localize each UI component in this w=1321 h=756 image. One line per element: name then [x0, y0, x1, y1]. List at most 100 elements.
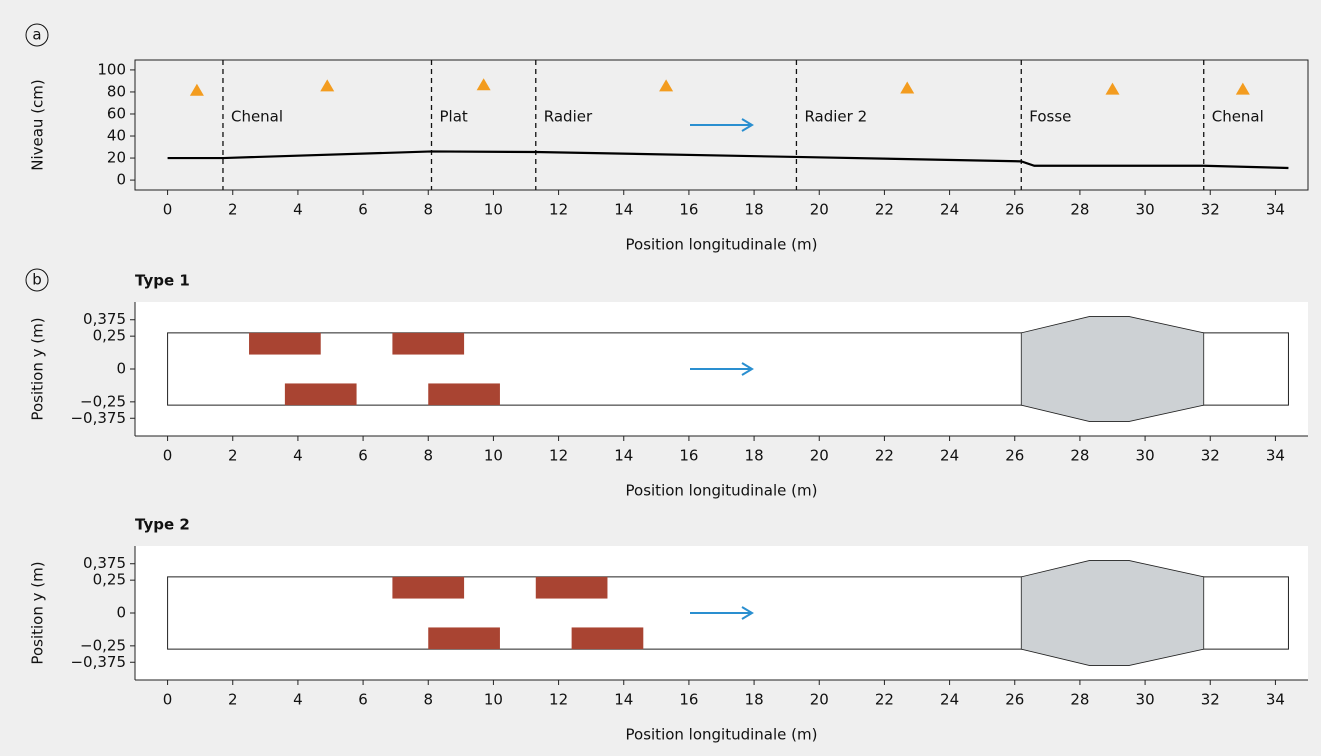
panel-badge: [25, 268, 49, 292]
block: [535, 576, 608, 599]
x-tick-label: 18: [745, 691, 764, 709]
x-tick-label: 22: [875, 201, 894, 219]
panel-badge: [25, 23, 49, 47]
x-tick-label: 32: [1201, 201, 1220, 219]
chart-title: Type 1: [135, 272, 190, 290]
x-tick-label: 2: [228, 447, 238, 465]
y-tick-label: −0,25: [80, 392, 126, 410]
x-tick-label: 24: [940, 691, 959, 709]
x-tick-label: 0: [163, 201, 173, 219]
panel-label: a: [32, 26, 41, 44]
x-tick-label: 4: [293, 447, 303, 465]
block: [571, 627, 644, 650]
x-tick-label: 12: [549, 447, 568, 465]
y-tick-label: 0,25: [93, 327, 126, 345]
y-tick-label: 0: [116, 171, 126, 189]
x-axis-title: Position longitudinale (m): [626, 726, 818, 744]
x-tick-label: 6: [358, 691, 368, 709]
x-tick-label: 26: [1005, 201, 1024, 219]
y-axis-title: Niveau (cm): [29, 79, 47, 171]
y-tick-label: 0,25: [93, 571, 126, 589]
x-tick-label: 6: [358, 201, 368, 219]
x-tick-label: 34: [1266, 201, 1285, 219]
x-tick-label: 24: [940, 201, 959, 219]
y-tick-label: 0: [116, 360, 126, 378]
block: [392, 332, 465, 355]
block: [284, 383, 357, 406]
x-tick-label: 2: [228, 691, 238, 709]
marker: [900, 81, 915, 94]
section-label: Fosse: [1029, 108, 1071, 126]
x-axis-title: Position longitudinale (m): [626, 236, 818, 254]
section-label: Plat: [440, 108, 468, 126]
section-label: Radier: [544, 108, 593, 126]
x-tick-label: 0: [163, 447, 173, 465]
chart-title: Type 2: [135, 516, 190, 534]
section-label: Chenal: [231, 108, 283, 126]
panel-label: b: [32, 271, 42, 289]
x-tick-label: 22: [875, 447, 894, 465]
x-tick-label: 30: [1136, 691, 1155, 709]
section-label: Chenal: [1212, 108, 1264, 126]
y-tick-label: −0,375: [70, 653, 126, 671]
x-tick-label: 20: [810, 691, 829, 709]
y-axis-title: Position y (m): [29, 561, 47, 664]
x-tick-label: 28: [1070, 691, 1089, 709]
y-tick-label: 80: [107, 82, 126, 100]
flow-arrow-head: [741, 362, 754, 376]
x-tick-label: 32: [1201, 691, 1220, 709]
y-axis-title: Position y (m): [29, 317, 47, 420]
x-tick-label: 14: [614, 201, 633, 219]
y-tick-label: 0,375: [83, 554, 126, 572]
x-tick-label: 8: [423, 201, 433, 219]
x-tick-label: 30: [1136, 201, 1155, 219]
channel: [167, 576, 1289, 650]
plot-area: [134, 59, 1309, 191]
x-tick-label: 26: [1005, 447, 1024, 465]
block: [392, 576, 465, 599]
x-tick-label: 32: [1201, 447, 1220, 465]
x-tick-label: 14: [614, 447, 633, 465]
x-tick-label: 10: [484, 447, 503, 465]
y-tick-label: 0,375: [83, 310, 126, 328]
x-tick-label: 22: [875, 691, 894, 709]
x-tick-label: 10: [484, 201, 503, 219]
x-tick-label: 26: [1005, 691, 1024, 709]
x-tick-label: 4: [293, 691, 303, 709]
x-tick-label: 8: [423, 447, 433, 465]
x-tick-label: 12: [549, 691, 568, 709]
y-tick-label: 60: [107, 104, 126, 122]
x-tick-label: 8: [423, 691, 433, 709]
x-tick-label: 18: [745, 447, 764, 465]
x-tick-label: 28: [1070, 201, 1089, 219]
section-label: Radier 2: [804, 108, 867, 126]
x-tick-label: 10: [484, 691, 503, 709]
flow-arrow-head: [741, 118, 754, 132]
marker: [1105, 82, 1120, 95]
x-tick-label: 18: [745, 201, 764, 219]
marker: [476, 78, 491, 91]
y-tick-label: 100: [97, 60, 126, 78]
marker: [659, 79, 674, 92]
pool: [1020, 560, 1205, 666]
x-tick-label: 34: [1266, 447, 1285, 465]
y-tick-label: 0: [116, 604, 126, 622]
x-tick-label: 16: [679, 447, 698, 465]
x-tick-label: 14: [614, 691, 633, 709]
x-tick-label: 16: [679, 201, 698, 219]
x-tick-label: 30: [1136, 447, 1155, 465]
pool: [1020, 316, 1205, 422]
x-tick-label: 34: [1266, 691, 1285, 709]
y-tick-label: −0,375: [70, 409, 126, 427]
x-tick-label: 28: [1070, 447, 1089, 465]
x-tick-label: 20: [810, 447, 829, 465]
y-tick-label: 20: [107, 149, 126, 167]
x-tick-label: 0: [163, 691, 173, 709]
x-tick-label: 20: [810, 201, 829, 219]
block: [249, 332, 321, 355]
x-tick-label: 4: [293, 201, 303, 219]
block: [428, 627, 500, 650]
water-level-line: [167, 150, 1289, 170]
x-axis-title: Position longitudinale (m): [626, 482, 818, 500]
y-tick-label: 40: [107, 127, 126, 145]
